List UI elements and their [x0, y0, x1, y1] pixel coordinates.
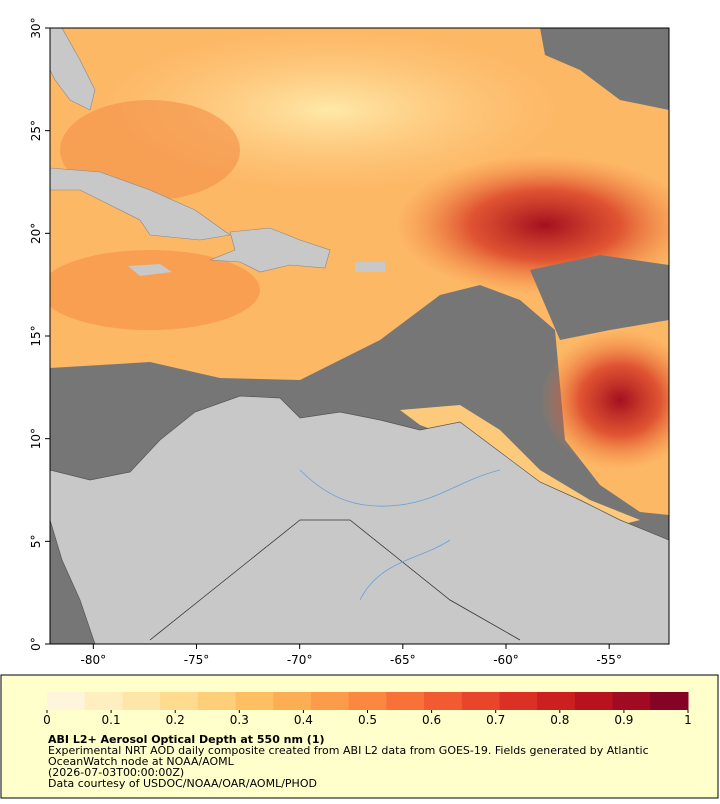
- x-tick-label: -65°: [390, 653, 416, 667]
- y-tick-label: 30°: [29, 17, 43, 38]
- border: [149, 519, 521, 641]
- aerosol-high: [540, 330, 669, 470]
- colorbar: 0 0.1 0.2 0.3 0.4 0.5 0.6 0.7 0.8 0.9 1: [43, 692, 692, 727]
- colorbar-tick-label: 0.1: [102, 713, 121, 727]
- x-tick-label: -70°: [287, 653, 313, 667]
- y-tick-label: 20°: [29, 223, 43, 244]
- caption-line: OceanWatch node at NOAA/AOML: [48, 755, 235, 768]
- colorbar-swatch: [84, 692, 123, 710]
- colorbar-swatch: [386, 692, 425, 710]
- caption-line: Experimental NRT AOD daily composite cre…: [48, 744, 649, 757]
- colorbar-swatch: [424, 692, 463, 710]
- colorbar-swatch: [310, 692, 350, 710]
- map-area: [50, 28, 669, 644]
- y-tick-label: 15°: [29, 325, 43, 346]
- colorbar-tick-label: 0.2: [166, 713, 185, 727]
- colorbar-tick-label: 1: [684, 713, 692, 727]
- x-tick-label: -80°: [81, 653, 107, 667]
- colorbar-swatch: [461, 692, 500, 710]
- colorbar-tick-label: 0.3: [230, 713, 249, 727]
- colorbar-tick-label: 0.5: [358, 713, 377, 727]
- y-tick-label: 5°: [29, 535, 43, 549]
- colorbar-tick-label: 0.4: [294, 713, 313, 727]
- no-data-patch: [530, 255, 669, 340]
- land-puerto-rico: [355, 262, 385, 272]
- colorbar-swatch: [537, 692, 576, 710]
- x-tick-label: -60°: [493, 653, 519, 667]
- land-hispaniola: [209, 227, 331, 273]
- colorbar-swatch: [348, 692, 387, 710]
- x-tick-label: -55°: [596, 653, 622, 667]
- land-south-america: [50, 395, 669, 644]
- colorbar-swatch: [273, 692, 312, 710]
- colorbar-swatch: [197, 692, 237, 710]
- colorbar-swatch: [235, 692, 274, 710]
- land-jamaica: [128, 264, 172, 276]
- colorbar-swatch: [160, 692, 199, 710]
- colorbar-tick-label: 0: [43, 713, 51, 727]
- axes: -80° -75° -70° -65° -60° -55° 0° 5° 10° 15° 20° 25°…: [29, 17, 622, 667]
- land-florida: [50, 28, 96, 111]
- y-tick-label: 10°: [29, 428, 43, 449]
- land-cuba: [50, 167, 231, 241]
- x-tick-label: -75°: [184, 653, 210, 667]
- caption-line: Data courtesy of USDOC/NOAA/OAR/AOML/PHO…: [48, 777, 317, 790]
- y-tick-label: 25°: [29, 120, 43, 141]
- colorbar-tick-label: 0.8: [550, 713, 569, 727]
- colorbar-tick-label: 0.9: [614, 713, 633, 727]
- colorbar-swatch: [574, 692, 614, 710]
- river: [299, 469, 501, 601]
- colorbar-swatch: [47, 692, 86, 710]
- colorbar-swatch: [612, 692, 651, 710]
- y-tick-label: 0°: [29, 637, 43, 651]
- no-data-patch: [540, 28, 669, 110]
- aerosol-mid: [50, 250, 260, 330]
- colorbar-tick-label: 0.6: [422, 713, 441, 727]
- colorbar-swatch: [499, 692, 538, 710]
- colorbar-swatch: [650, 692, 689, 710]
- caption-line: (2026-07-03T00:00:00Z): [48, 766, 184, 779]
- colorbar-swatch: [122, 692, 161, 710]
- colorbar-tick-label: 0.7: [486, 713, 505, 727]
- caption-title: ABI L2+ Aerosol Optical Depth at 550 nm …: [48, 733, 325, 746]
